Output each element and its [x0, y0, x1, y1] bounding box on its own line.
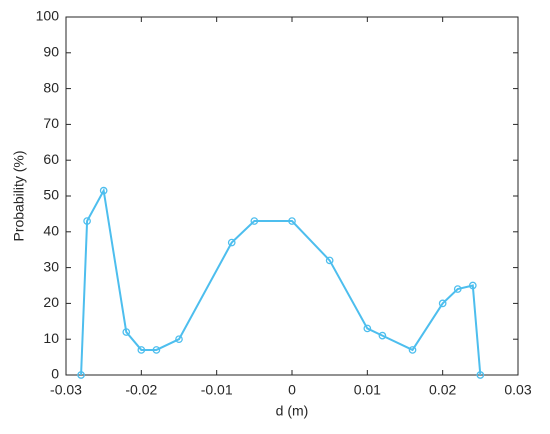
data-point — [288, 217, 296, 225]
x-tick-label: -0.01 — [201, 382, 233, 398]
y-axis-label: Probability (%) — [11, 150, 27, 241]
y-tick-label: 70 — [43, 115, 59, 131]
x-tick-label: 0.02 — [429, 382, 456, 398]
x-tick-label: 0.01 — [354, 382, 381, 398]
y-tick-label: 20 — [43, 294, 59, 310]
y-tick-label: 80 — [43, 79, 59, 95]
data-point — [175, 335, 183, 344]
x-tick-label: -0.03 — [50, 382, 82, 398]
y-tick-label: 90 — [43, 44, 59, 60]
data-point — [408, 346, 417, 354]
data-point — [378, 331, 387, 340]
y-tick-label: 60 — [43, 151, 59, 167]
data-point — [137, 346, 146, 354]
data-point — [325, 256, 334, 265]
data-point — [468, 281, 477, 290]
plot-box — [65, 16, 519, 376]
data-point — [77, 371, 85, 379]
x-axis-label: d (m) — [276, 403, 309, 419]
data-point — [438, 299, 447, 308]
data-point — [122, 328, 131, 336]
y-tick-label: 30 — [43, 258, 59, 274]
x-tick-label: -0.02 — [125, 382, 157, 398]
y-tick-label: 10 — [43, 330, 59, 346]
x-tick-label: 0.03 — [504, 382, 531, 398]
data-point — [152, 346, 161, 354]
y-tick-label: 50 — [43, 187, 59, 203]
data-point — [83, 217, 91, 225]
x-tick-label: 0 — [288, 382, 296, 398]
y-tick-label: 40 — [43, 223, 59, 239]
y-tick-label: 100 — [36, 8, 60, 24]
data-point — [227, 238, 236, 247]
data-point — [476, 371, 485, 379]
data-point — [453, 285, 462, 293]
data-point — [250, 217, 259, 225]
data-point — [99, 186, 108, 195]
y-tick-label: 0 — [51, 366, 59, 382]
data-point — [363, 324, 372, 333]
